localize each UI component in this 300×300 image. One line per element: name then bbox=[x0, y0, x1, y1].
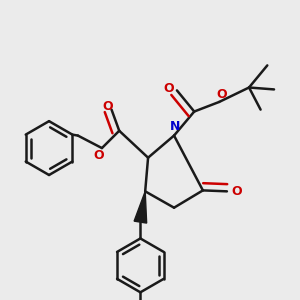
Text: O: O bbox=[232, 185, 242, 198]
Text: N: N bbox=[170, 120, 181, 134]
Text: O: O bbox=[217, 88, 227, 101]
Text: O: O bbox=[102, 100, 112, 113]
Text: O: O bbox=[163, 82, 174, 95]
Polygon shape bbox=[134, 191, 147, 223]
Text: O: O bbox=[94, 149, 104, 162]
